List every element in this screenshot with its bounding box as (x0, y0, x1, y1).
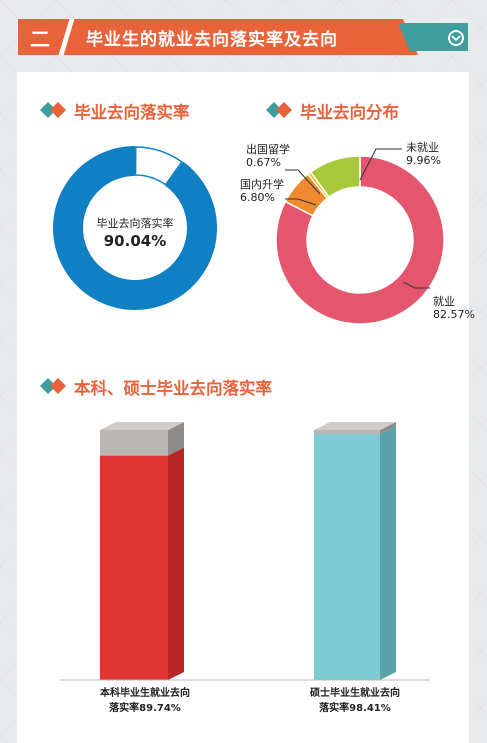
bar-bachelor-remainder-front (100, 430, 168, 456)
bar-caption-bachelor-line1: 本科毕业生就业去向 (100, 688, 190, 699)
slice-value-unemployed: 9.96% (406, 154, 441, 167)
donut-slice-employed (275, 155, 445, 325)
diamond-bullet-icon (266, 102, 292, 118)
diamond-bullet-icon (40, 378, 66, 394)
degree-section-title: 本科、硕士毕业去向落实率 (74, 379, 272, 398)
bar-bachelor-front (100, 455, 168, 680)
slice-label-employed: 就业 82.57% (433, 295, 475, 321)
section-banner (18, 19, 468, 55)
rate-donut-value: 90.04% (103, 232, 167, 250)
diamond-bullet-icon (40, 102, 66, 118)
slice-name-unemployed: 未就业 (406, 141, 439, 154)
bar-master-side (380, 425, 396, 680)
bar-bachelor-remainder-side (168, 422, 184, 456)
bar-caption-bachelor-line2: 落实率89.74% (109, 703, 181, 714)
distribution-donut-chart (275, 155, 445, 325)
bar-bachelor-top (100, 422, 184, 430)
distribution-section-title: 毕业去向分布 (300, 103, 399, 122)
collapse-toggle-button[interactable] (448, 30, 464, 46)
slice-label-abroad: 出国留学 0.67% (246, 143, 290, 169)
bar-caption-master-line1: 硕士毕业生就业去向 (310, 688, 400, 699)
slice-name-employed: 就业 (433, 295, 455, 308)
bar-caption-bachelor: 本科毕业生就业去向 落实率89.74% (80, 686, 210, 716)
slice-value-domestic: 6.80% (240, 191, 275, 204)
bar-master-remainder-front (314, 430, 380, 434)
bar-caption-master: 硕士毕业生就业去向 落实率98.41% (290, 686, 420, 716)
slice-name-abroad: 出国留学 (246, 143, 290, 156)
slice-value-employed: 82.57% (433, 308, 475, 321)
rate-section-title: 毕业去向落实率 (74, 103, 190, 122)
rate-donut-chart (52, 146, 217, 310)
bar-master-remainder-side (380, 422, 396, 434)
slice-name-domestic: 国内升学 (240, 178, 284, 191)
slice-value-abroad: 0.67% (246, 156, 281, 169)
donut-slice-employed-rate (52, 146, 217, 310)
bar-bachelor-side (168, 447, 184, 680)
rate-donut-label: 毕业去向落实率 (96, 217, 174, 230)
donut-slice-remainder (134, 146, 183, 186)
slice-label-domestic: 国内升学 6.80% (240, 178, 284, 204)
section-title: 毕业生的就业去向落实率及去向 (86, 30, 338, 50)
bar-master-front (314, 433, 380, 680)
donut-slice-unemployed (309, 155, 361, 199)
rate-donut-center: 毕业去向落实率 90.04% (85, 215, 185, 250)
slice-label-unemployed: 未就业 9.96% (406, 141, 441, 167)
chevron-down-icon (451, 35, 461, 42)
section-number: 二 (30, 27, 50, 51)
bar-caption-master-line2: 落实率98.41% (319, 703, 391, 714)
bar-master-top (314, 422, 396, 430)
